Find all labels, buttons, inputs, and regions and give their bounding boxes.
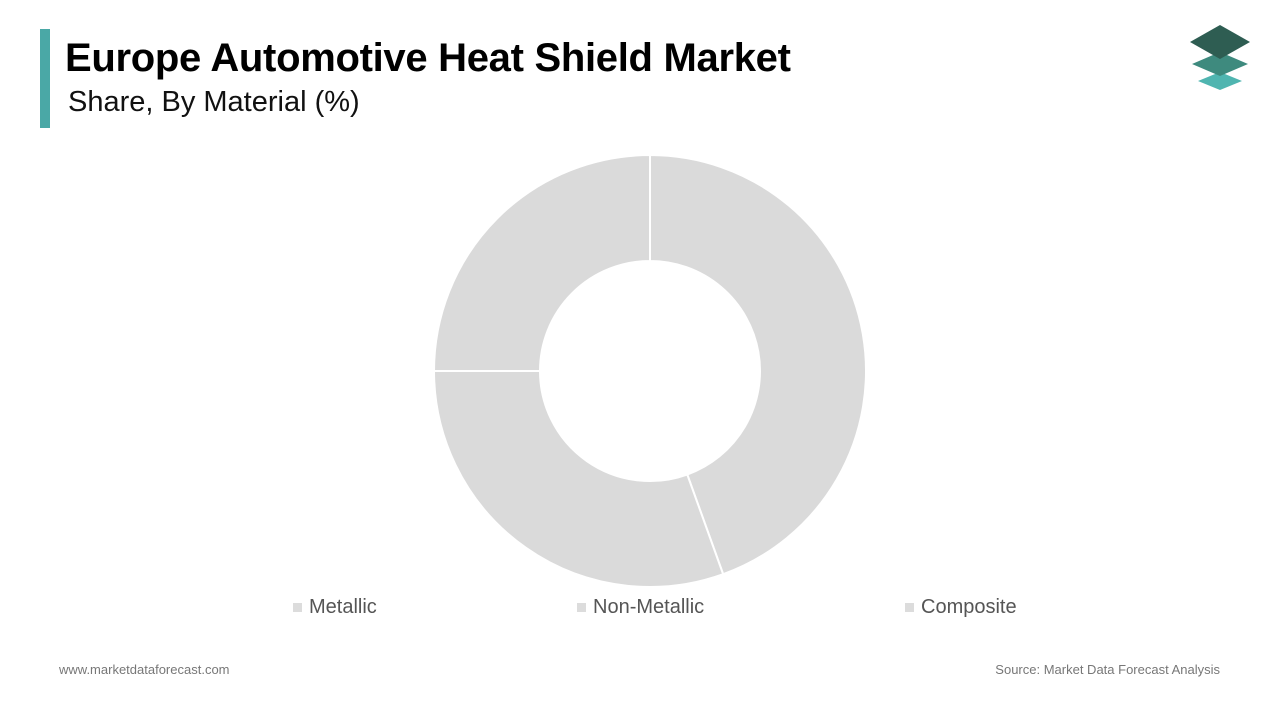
legend-label: Metallic bbox=[309, 595, 377, 618]
donut-slice-metallic bbox=[649, 153, 867, 576]
legend-label: Composite bbox=[921, 595, 1017, 618]
chart-subtitle: Share, By Material (%) bbox=[68, 86, 360, 118]
legend-swatch bbox=[905, 602, 914, 612]
legend-label: Non-Metallic bbox=[593, 595, 705, 618]
footer-source: Source: Market Data Forecast Analysis bbox=[995, 662, 1220, 677]
legend-swatch bbox=[577, 602, 586, 612]
legend-item-non-metallic: Non-Metallic bbox=[577, 595, 704, 619]
legend-swatch bbox=[293, 602, 302, 612]
legend-item-metallic: Metallic bbox=[293, 595, 377, 619]
chart-title: Europe Automotive Heat Shield Market bbox=[65, 36, 791, 80]
title-accent-bar bbox=[40, 29, 50, 128]
legend-item-composite: Composite bbox=[905, 595, 1017, 619]
donut-slice-composite bbox=[432, 153, 651, 372]
donut-slice-non-metallic bbox=[432, 370, 725, 588]
stacked-layers-logo-icon bbox=[1190, 25, 1250, 90]
footer-website: www.marketdataforecast.com bbox=[59, 662, 230, 677]
